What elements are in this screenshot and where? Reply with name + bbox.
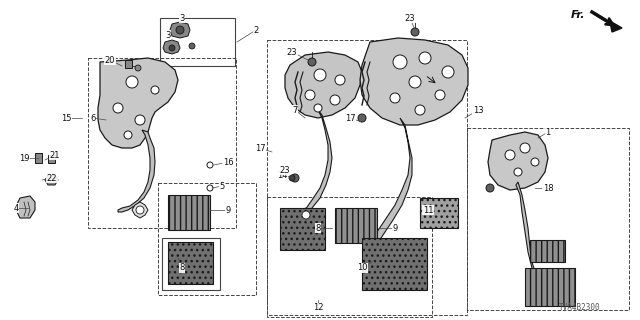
Polygon shape	[48, 155, 55, 163]
Text: 23: 23	[404, 13, 415, 22]
Polygon shape	[488, 132, 548, 190]
Polygon shape	[170, 22, 190, 38]
Text: 12: 12	[313, 303, 323, 313]
Text: 8: 8	[316, 223, 321, 233]
Text: 5: 5	[220, 181, 225, 190]
Text: 2: 2	[253, 26, 259, 35]
Polygon shape	[132, 202, 148, 218]
Bar	[88, 58, 236, 228]
Text: TVA4B2300: TVA4B2300	[559, 303, 601, 313]
Text: 8: 8	[179, 263, 185, 273]
Text: 11: 11	[423, 205, 433, 214]
Bar	[168, 242, 213, 284]
Polygon shape	[45, 175, 58, 185]
Circle shape	[135, 115, 145, 125]
Text: 21: 21	[50, 150, 60, 159]
Bar	[267, 40, 467, 315]
Polygon shape	[297, 208, 315, 222]
Circle shape	[314, 69, 326, 81]
Circle shape	[520, 143, 530, 153]
Text: 22: 22	[47, 173, 57, 182]
Circle shape	[308, 58, 316, 66]
Circle shape	[409, 76, 421, 88]
Bar	[420, 198, 458, 228]
Bar	[162, 238, 220, 290]
Bar	[267, 197, 432, 317]
Bar	[168, 195, 210, 230]
Circle shape	[291, 174, 299, 182]
Bar	[158, 183, 256, 295]
Text: 13: 13	[473, 106, 483, 115]
Bar	[467, 128, 629, 310]
Bar	[525, 268, 575, 306]
Circle shape	[126, 76, 138, 88]
Circle shape	[314, 104, 322, 112]
Text: 14: 14	[276, 171, 287, 180]
Polygon shape	[516, 182, 548, 292]
Circle shape	[302, 211, 310, 219]
Circle shape	[289, 175, 295, 181]
Text: 18: 18	[543, 183, 554, 193]
Circle shape	[411, 28, 419, 36]
Text: 10: 10	[356, 263, 367, 273]
Polygon shape	[285, 52, 362, 118]
Text: 17: 17	[345, 114, 355, 123]
Bar	[280, 208, 325, 250]
Bar	[362, 238, 427, 290]
Text: 20: 20	[105, 55, 115, 65]
Circle shape	[169, 45, 175, 51]
Text: 4: 4	[13, 204, 19, 212]
Text: 9: 9	[225, 205, 230, 214]
Circle shape	[136, 206, 144, 214]
Text: 17: 17	[255, 143, 266, 153]
Text: 16: 16	[223, 157, 234, 166]
Circle shape	[505, 150, 515, 160]
Text: 1: 1	[545, 127, 550, 137]
Text: 15: 15	[61, 114, 71, 123]
Polygon shape	[608, 20, 622, 32]
Circle shape	[124, 131, 132, 139]
Circle shape	[435, 90, 445, 100]
Polygon shape	[118, 130, 155, 212]
Text: 9: 9	[392, 223, 397, 233]
Circle shape	[419, 52, 431, 64]
Circle shape	[442, 66, 454, 78]
Polygon shape	[364, 118, 412, 252]
Text: 7: 7	[292, 106, 298, 115]
Text: 3: 3	[165, 30, 171, 39]
Circle shape	[176, 26, 184, 34]
Bar	[335, 208, 377, 243]
Text: 19: 19	[19, 154, 29, 163]
Polygon shape	[294, 110, 332, 218]
Circle shape	[330, 95, 340, 105]
Circle shape	[531, 158, 539, 166]
Circle shape	[207, 162, 213, 168]
Polygon shape	[125, 60, 132, 68]
Text: Fr.: Fr.	[570, 10, 585, 20]
Circle shape	[393, 55, 407, 69]
Polygon shape	[16, 196, 35, 218]
Polygon shape	[163, 40, 180, 54]
Circle shape	[358, 114, 366, 122]
Polygon shape	[35, 153, 42, 163]
Polygon shape	[360, 38, 468, 125]
Circle shape	[113, 103, 123, 113]
Circle shape	[135, 65, 141, 71]
Circle shape	[189, 43, 195, 49]
Circle shape	[486, 184, 494, 192]
Circle shape	[390, 93, 400, 103]
Bar	[530, 240, 565, 262]
Text: 23: 23	[280, 165, 291, 174]
Circle shape	[305, 90, 315, 100]
Text: 3: 3	[179, 13, 185, 22]
Circle shape	[514, 168, 522, 176]
Bar	[160, 18, 235, 66]
Text: 23: 23	[287, 47, 298, 57]
Circle shape	[335, 75, 345, 85]
Circle shape	[151, 86, 159, 94]
Circle shape	[207, 185, 213, 191]
Circle shape	[415, 105, 425, 115]
Text: 6: 6	[90, 114, 96, 123]
Polygon shape	[98, 58, 178, 148]
